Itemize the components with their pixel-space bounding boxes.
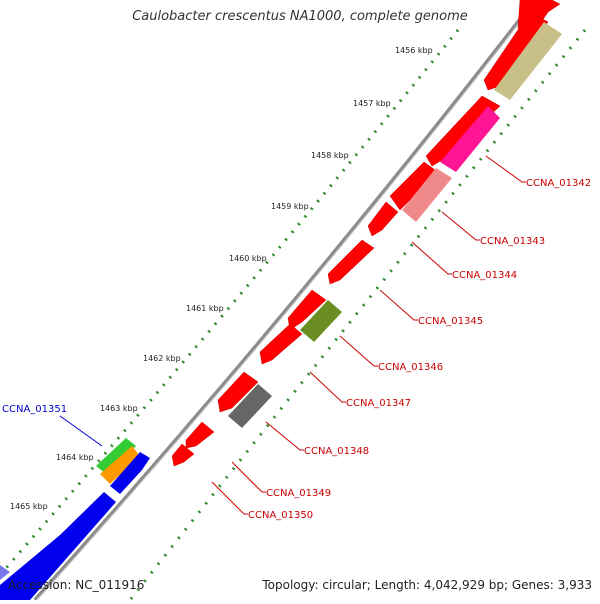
gene-label[interactable]: CCNA_01342 xyxy=(526,178,591,189)
gene-blue-arrow[interactable] xyxy=(110,452,150,494)
gene-label[interactable]: CCNA_01343 xyxy=(480,236,545,247)
gene-orange[interactable] xyxy=(100,446,140,484)
gene-gray[interactable] xyxy=(228,384,272,428)
tick-label: 1464 kbp xyxy=(56,453,94,462)
tick-label: 1457 kbp xyxy=(353,99,391,108)
tick-label: 1462 kbp xyxy=(143,354,181,363)
tick-label: 1459 kbp xyxy=(271,202,309,211)
gene-arrow[interactable] xyxy=(483,11,549,91)
gene-olive[interactable] xyxy=(300,300,342,342)
gene-arrow[interactable] xyxy=(327,239,375,285)
gene-labels: CCNA_01342 CCNA_01343 CCNA_01344 CCNA_01… xyxy=(2,178,591,521)
gene-label[interactable]: CCNA_01344 xyxy=(452,270,517,281)
outer-tick-ring xyxy=(0,29,460,576)
gene-arrow[interactable] xyxy=(425,95,501,167)
genome-summary-text: Topology: circular; Length: 4,042,929 bp… xyxy=(262,578,592,592)
gene-blue-large[interactable] xyxy=(0,492,116,600)
tick-label: 1465 kbp xyxy=(10,502,48,511)
genome-backbone xyxy=(33,0,537,602)
genome-backbone-highlight xyxy=(36,0,538,601)
gene-label[interactable]: CCNA_01348 xyxy=(304,446,369,457)
gene-magenta[interactable] xyxy=(440,106,500,172)
gene-label[interactable]: CCNA_01351 xyxy=(2,404,67,415)
label-leaders xyxy=(59,155,526,515)
accession-text: Accession: NC_011916 xyxy=(8,578,145,592)
tick-label: 1456 kbp xyxy=(395,46,433,55)
gene-label[interactable]: CCNA_01347 xyxy=(346,398,411,409)
corner-glyph xyxy=(0,565,10,580)
tick-label: 1463 kbp xyxy=(100,404,138,413)
gene-arrow[interactable] xyxy=(367,201,399,237)
tick-label: 1460 kbp xyxy=(229,254,267,263)
gene-arrow[interactable] xyxy=(259,323,303,365)
gene-label[interactable]: CCNA_01349 xyxy=(266,488,331,499)
page-title: Caulobacter crescentus NA1000, complete … xyxy=(132,9,468,24)
inner-tick-ring xyxy=(128,29,587,601)
forward-strand-genes xyxy=(171,0,561,467)
gene-label[interactable]: CCNA_01346 xyxy=(378,362,443,373)
gene-khaki[interactable] xyxy=(494,22,562,100)
gene-arrow[interactable] xyxy=(217,371,259,413)
tick-labels: 1456 kbp 1457 kbp 1458 kbp 1459 kbp 1460… xyxy=(10,46,433,511)
gene-label[interactable]: CCNA_01345 xyxy=(418,316,483,327)
gene-green[interactable] xyxy=(96,438,136,474)
gene-arrow[interactable] xyxy=(171,443,195,467)
tick-label: 1461 kbp xyxy=(186,304,224,313)
gene-arrow[interactable] xyxy=(185,421,215,449)
gene-arrow[interactable] xyxy=(287,289,327,331)
tick-label: 1458 kbp xyxy=(311,151,349,160)
gene-salmon[interactable] xyxy=(402,168,452,222)
gene-label[interactable]: CCNA_01350 xyxy=(248,510,313,521)
